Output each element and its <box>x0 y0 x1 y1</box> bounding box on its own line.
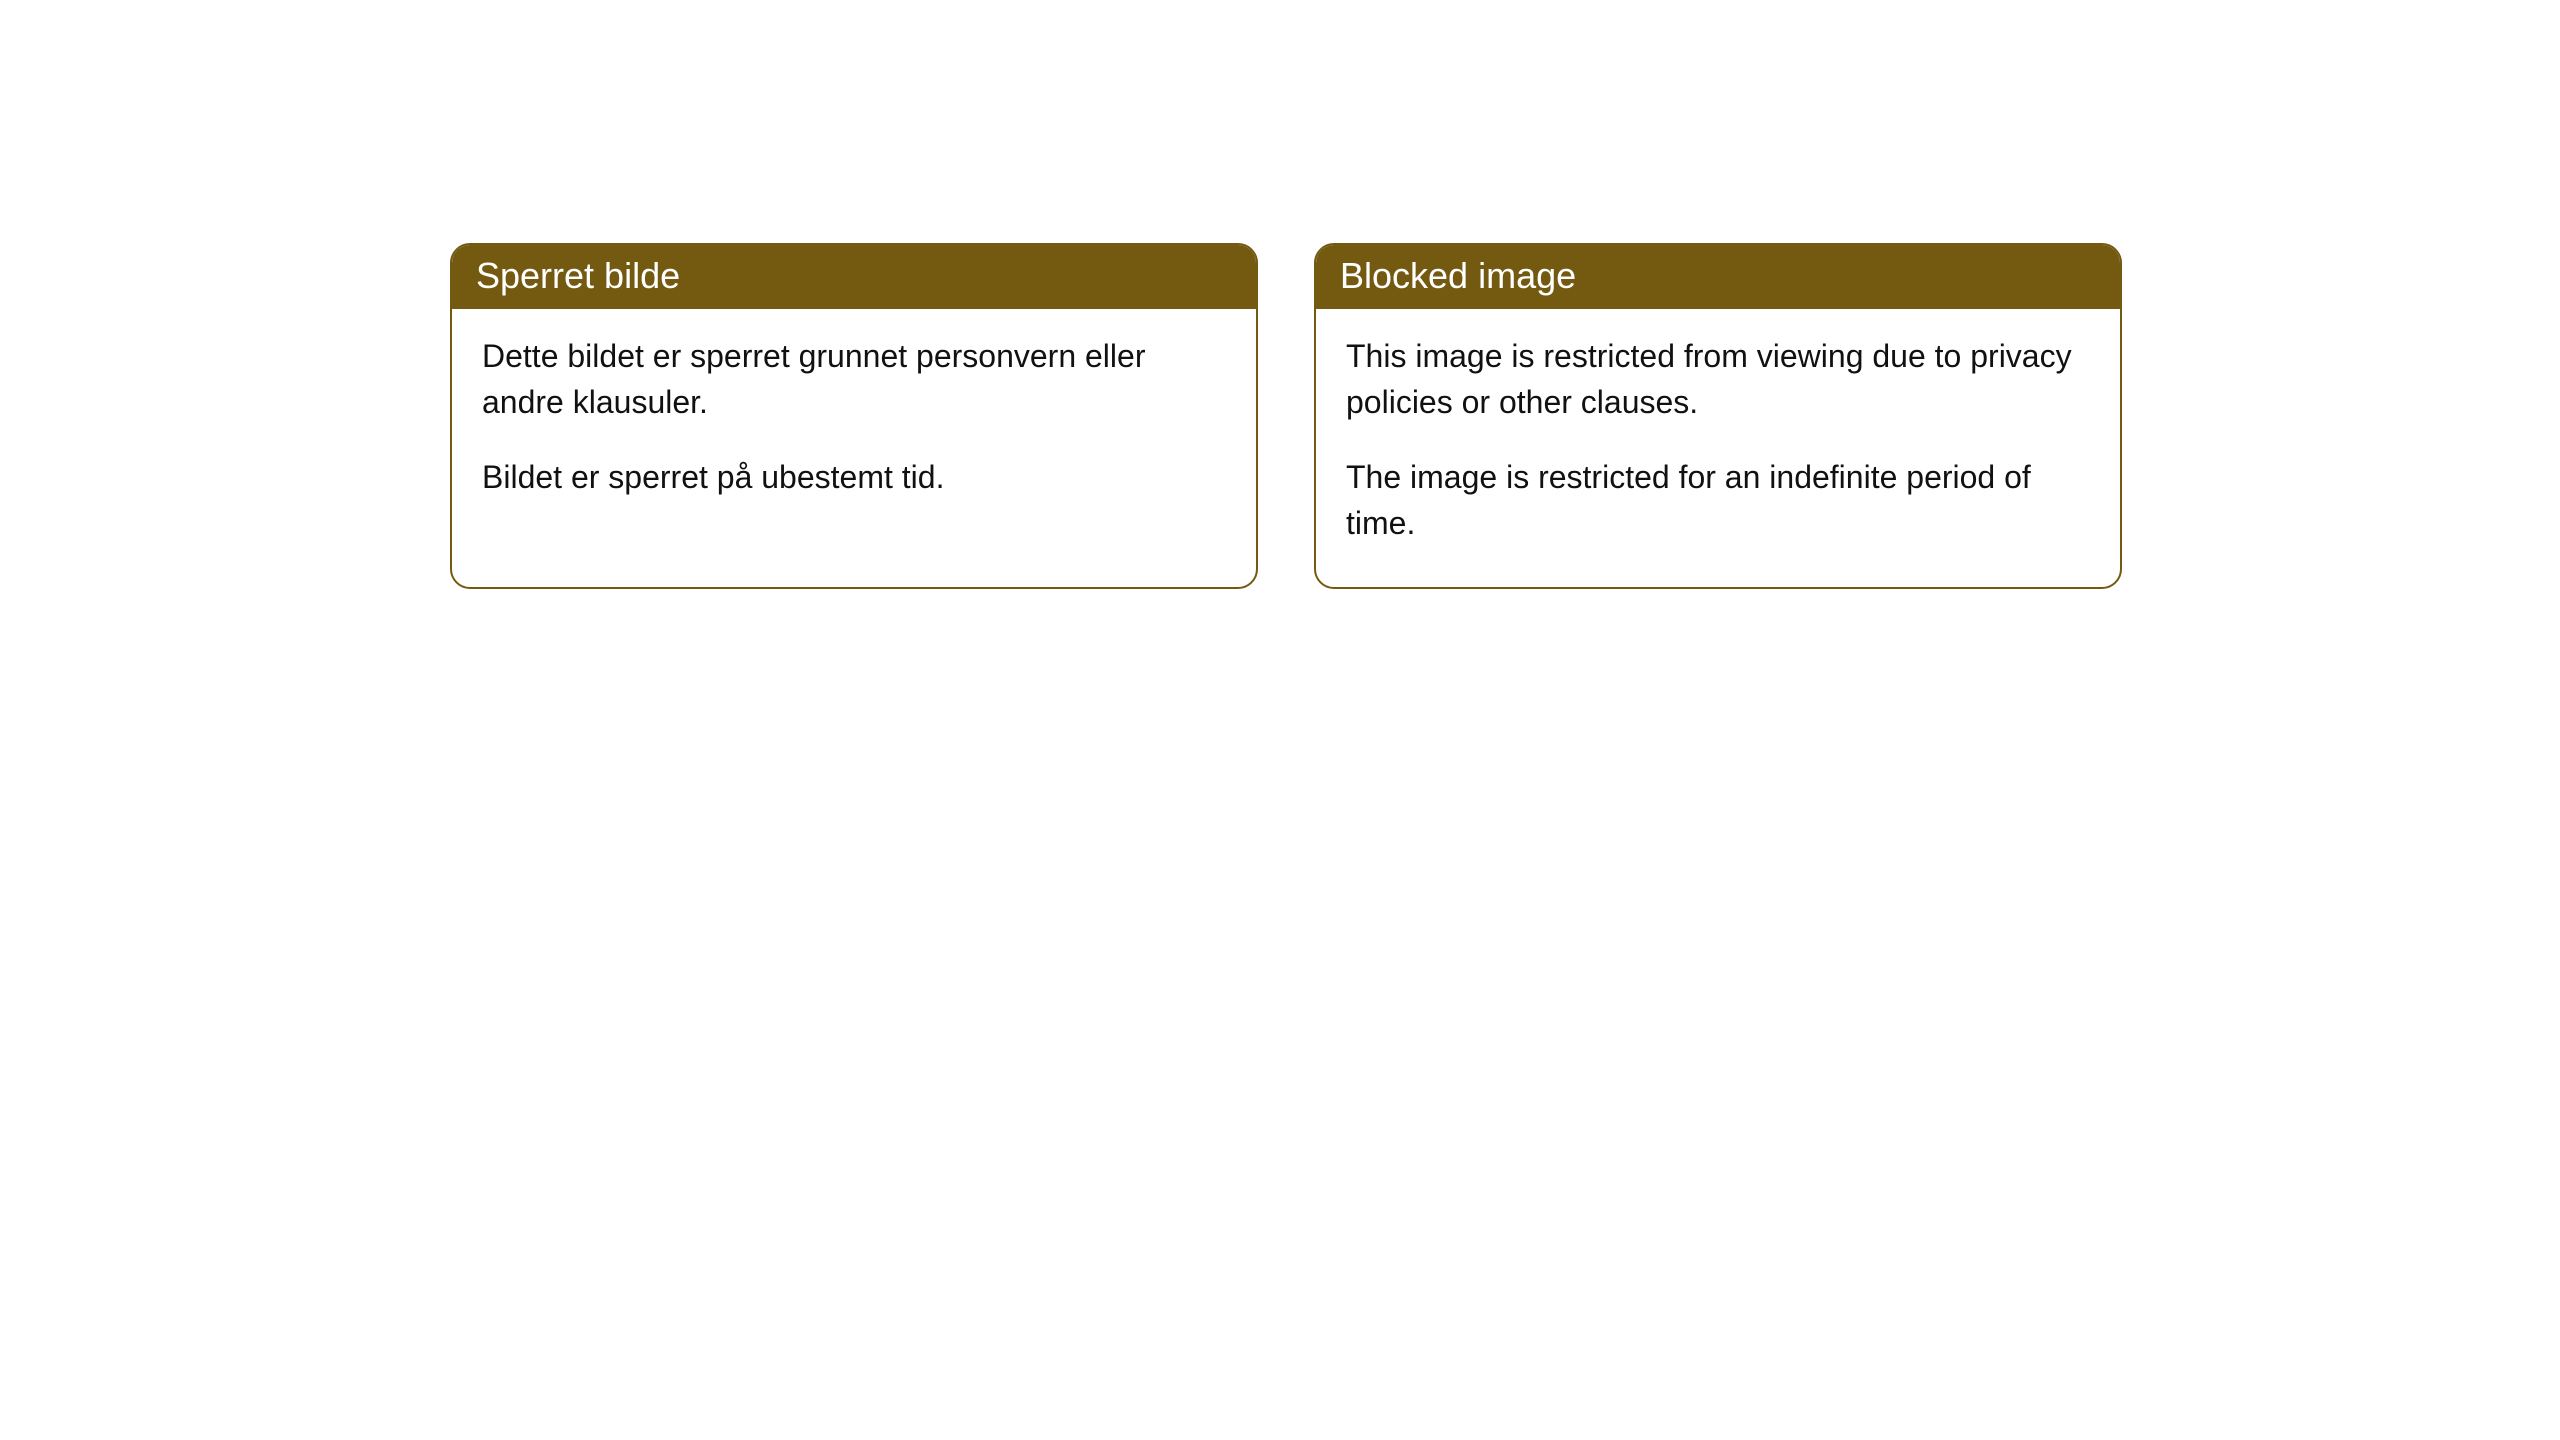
message-cards-container: Sperret bilde Dette bildet er sperret gr… <box>450 243 2122 589</box>
blocked-image-card-english: Blocked image This image is restricted f… <box>1314 243 2122 589</box>
card-title-english: Blocked image <box>1316 245 2120 309</box>
card-text-norwegian-1: Dette bildet er sperret grunnet personve… <box>482 333 1226 426</box>
card-body-norwegian: Dette bildet er sperret grunnet personve… <box>452 309 1256 540</box>
card-text-english-1: This image is restricted from viewing du… <box>1346 333 2090 426</box>
blocked-image-card-norwegian: Sperret bilde Dette bildet er sperret gr… <box>450 243 1258 589</box>
card-title-norwegian: Sperret bilde <box>452 245 1256 309</box>
card-text-norwegian-2: Bildet er sperret på ubestemt tid. <box>482 454 1226 500</box>
card-body-english: This image is restricted from viewing du… <box>1316 309 2120 587</box>
card-text-english-2: The image is restricted for an indefinit… <box>1346 454 2090 547</box>
